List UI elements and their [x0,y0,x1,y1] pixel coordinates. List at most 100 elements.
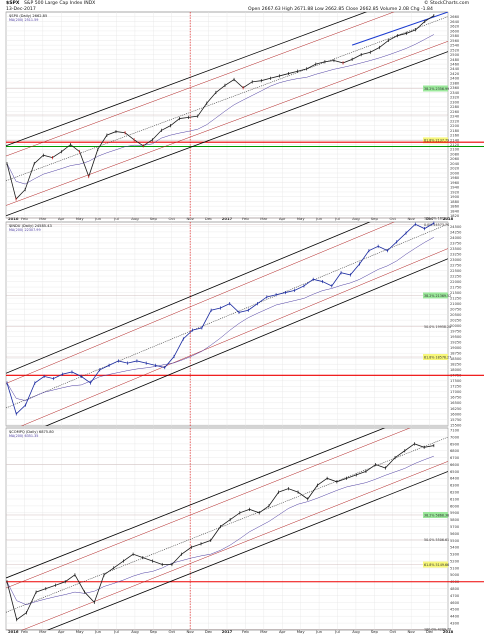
y-tick-label: 23750 [450,241,462,245]
y-tick-label: 22500 [450,269,462,273]
y-tick-label: 18500 [450,357,462,361]
fib-label: 50.0% 5506.61 [424,538,449,542]
x-tick-label: 2018 [443,629,454,634]
y-tick-label: 2120 [450,143,460,147]
y-tick-label: 6100 [450,497,460,501]
fib-box [423,511,448,518]
fib-label: 38.2% 5868.36 [424,513,449,517]
chart-ohlc: Open 2667.63 High 2671.88 Low 2662.85 Cl… [248,7,433,12]
y-tick-label: 5400 [450,546,460,550]
fib-box [423,292,448,299]
x-tick-label: Oct [168,216,175,221]
y-tick-label: 1960 [450,181,460,185]
y-tick-label: 1820 [450,214,460,218]
y-tick-label: 23250 [450,252,462,256]
x-tick-label: Aug [131,629,139,634]
y-tick-label: 5800 [450,518,460,522]
y-tick-label: 2180 [450,129,460,133]
fib-box [423,354,448,361]
y-tick-label: 18000 [450,368,462,372]
series-label: $COMPQ (Daily) 6875.80 [9,430,54,434]
y-tick-label: 6800 [450,449,460,453]
x-tick-label: Aug [352,629,360,634]
y-tick-label: 2140 [450,138,460,142]
y-tick-label: 2360 [450,86,460,90]
fib-label: 0.0% 24573.74 [424,223,449,227]
y-tick-label: 16500 [450,401,462,405]
x-tick-label: 2018 [443,216,454,221]
channel-lines [6,12,448,217]
y-tick-label: 16750 [450,396,462,400]
x-tick-label: May [297,216,306,221]
moving-average-line [6,455,434,605]
x-tick-label: Nov [186,216,194,221]
y-tick-label: 5600 [450,532,460,536]
fib-label: 50.0% 19958.28 [424,325,451,329]
trend-midline [6,16,448,182]
trend-midline [6,223,448,409]
y-tick-label: 1880 [450,200,460,204]
x-tick-label: Sep [371,216,379,221]
x-tick-label: Jun [315,629,323,634]
x-tick-label: May [297,629,306,634]
x-tick-label: Sep [150,216,158,221]
y-tick-label: 16250 [450,407,462,411]
chart-source: © StockCharts.com [424,1,470,6]
channel-lower-black [6,51,448,217]
y-tick-label: 2300 [450,100,460,104]
x-tick-label: 2016 [8,629,19,634]
y-tick-label: 15750 [450,418,462,422]
y-tick-label: 5300 [450,553,460,557]
y-tick-label: 5500 [450,539,460,543]
y-tick-label: 2480 [450,58,460,62]
chart-date: 13-Dec-2017 [6,7,36,12]
y-tick-label: 21000 [450,302,462,306]
y-tick-label: 6500 [450,470,460,474]
y-tick-label: 15500 [450,423,462,427]
y-tick-label: 2000 [450,171,460,175]
panel-compq: 4300440045004600470048004900500051005200… [5,427,484,634]
x-tick-label: Jul [334,629,340,634]
y-tick-label: 6000 [450,504,460,508]
y-tick-label: 2460 [450,62,460,66]
price-line [6,15,435,200]
y-tick-label: 23500 [450,247,462,251]
y-tick-label: 2240 [450,115,460,119]
y-tick-label: 2220 [450,119,460,123]
x-tick-label: Jun [315,216,323,221]
channel-upper-red [6,222,395,384]
y-tick-label: 5900 [450,511,460,515]
ma-label: MA(200) 22307.99 [9,228,41,232]
y-tick-label: 2640 [450,20,460,24]
y-tick-label: 2560 [450,39,460,43]
y-tick-label: 6900 [450,442,460,446]
channel-lines [6,222,448,426]
moving-average-line [6,237,434,401]
channel-lines [6,428,448,630]
y-tick-label: 20250 [450,319,462,323]
x-tick-label: Nov [407,629,415,634]
fib-label: 100.0% 1810.1 [424,216,449,220]
x-tick-label: 2016 [8,216,19,221]
x-tick-label: Feb [242,216,249,221]
y-tick-label: 24500 [450,225,462,229]
x-tick-label: Apr [279,629,286,634]
x-tick-label: May [76,629,85,634]
x-tick-label: Mar [260,629,268,634]
x-tick-label: Jul [334,216,340,221]
y-tick-label: 2580 [450,34,460,38]
y-tick-label: 19750 [450,330,462,334]
x-tick-label: Jul [113,629,119,634]
y-tick-label: 17000 [450,390,462,394]
y-tick-label: 24250 [450,230,462,234]
y-tick-label: 5000 [450,573,460,577]
x-tick-label: Aug [131,216,139,221]
x-tick-label: 2017 [222,216,233,221]
y-tick-label: 2620 [450,25,460,29]
y-tick-label: 6600 [450,463,460,467]
y-tick-label: 2660 [450,15,460,19]
y-tick-label: 2280 [450,105,460,109]
y-tick-label: 22750 [450,263,462,267]
